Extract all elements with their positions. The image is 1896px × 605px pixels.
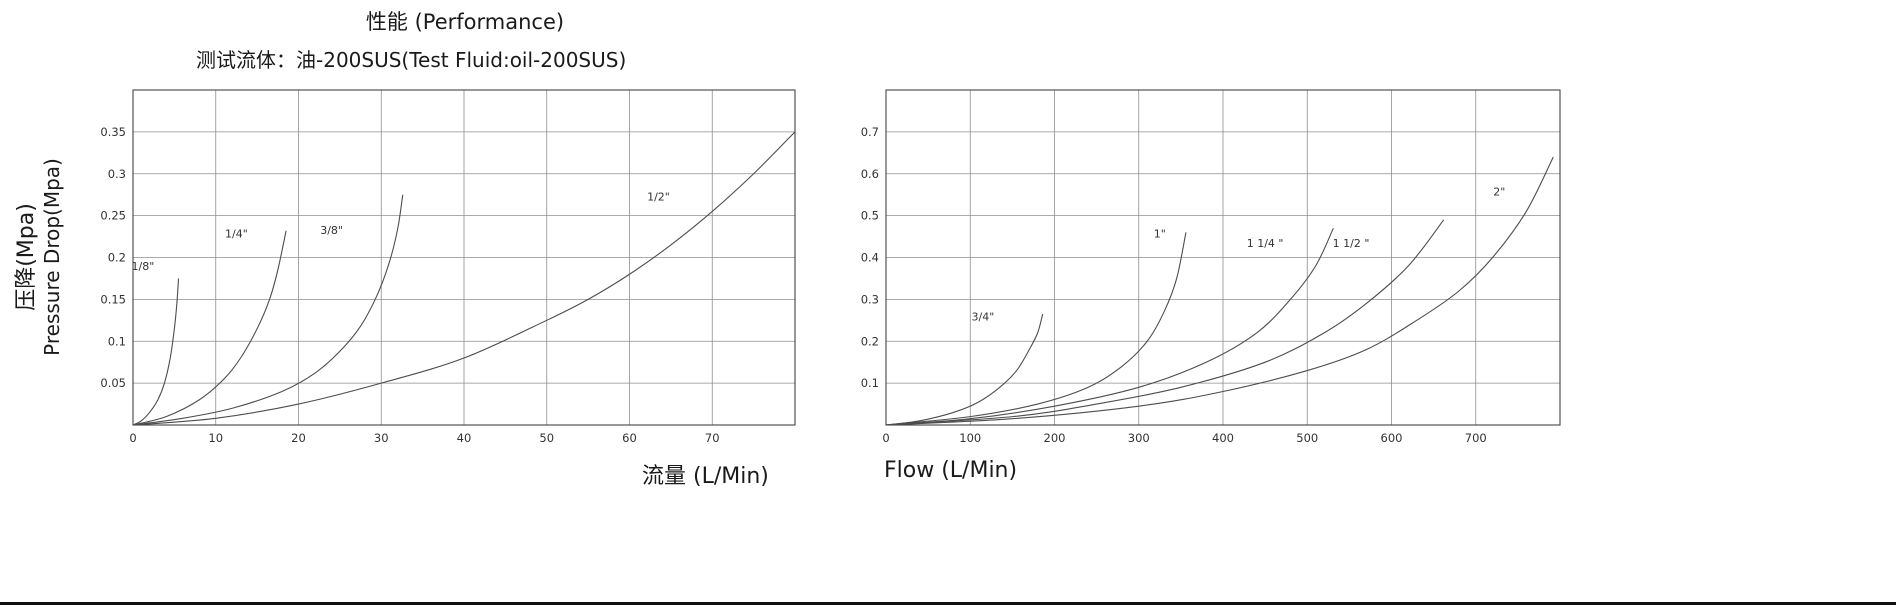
x-tick-label: 600 — [1381, 431, 1403, 445]
x-axis-label-en: Flow (L/Min) — [884, 458, 1018, 483]
x-tick-label: 100 — [959, 431, 981, 445]
series-label: 1 1/2 " — [1333, 237, 1370, 250]
x-tick-label: 70 — [705, 431, 720, 445]
x-tick-label: 20 — [291, 431, 306, 445]
y-tick-label: 0.05 — [100, 376, 126, 390]
series-label: 1 1/4 " — [1247, 237, 1284, 250]
series-label: 1/4" — [225, 227, 248, 240]
x-tick-label: 400 — [1212, 431, 1234, 445]
x-tick-label: 60 — [622, 431, 637, 445]
series-label: 1" — [1154, 227, 1166, 240]
series-label: 2" — [1493, 186, 1505, 199]
y-axis-label-en: Pressure Drop(Mpa) — [40, 157, 64, 356]
series-curve-114 — [885, 227, 1334, 426]
x-tick-label: 0 — [882, 431, 889, 445]
y-tick-label: 0.35 — [100, 125, 126, 139]
pressure-drop-chart-small-sizes: 0 10 20 30 40 50 60 70 0.05 0.1 0.15 0.2 0.25 0.3 0.35… — [100, 89, 796, 445]
x-tick-label: 30 — [374, 431, 389, 445]
x-tick-label: 0 — [129, 431, 136, 445]
y-axis-label-cn: 压降(Mpa) — [14, 202, 39, 311]
x-tick-label: 200 — [1044, 431, 1066, 445]
x-tick-label: 300 — [1128, 431, 1150, 445]
x-tick-label: 500 — [1296, 431, 1318, 445]
y-tick-label: 0.15 — [100, 292, 126, 306]
series-label: 1/8" — [132, 260, 155, 273]
y-tick-label: 0.6 — [861, 167, 879, 181]
series-curve-12 — [132, 131, 796, 426]
series-curve-1 — [885, 232, 1187, 426]
y-tick-label: 0.3 — [108, 167, 126, 181]
series-curve-2 — [885, 156, 1554, 426]
y-axis-label-group: 压降(Mpa) Pressure Drop(Mpa) — [0, 88, 74, 425]
figure-subtitle: 测试流体：油-200SUS(Test Fluid:oil-200SUS) — [196, 48, 627, 72]
y-tick-label: 0.4 — [861, 251, 879, 265]
series-curve-112 — [885, 219, 1445, 426]
x-tick-label: 700 — [1465, 431, 1487, 445]
plot-border — [885, 89, 1561, 426]
series-label: 3/8" — [320, 224, 343, 237]
y-tick-label: 0.2 — [861, 334, 879, 348]
plot-border — [132, 89, 796, 426]
page-bottom-rule — [0, 602, 1896, 605]
x-tick-label: 10 — [208, 431, 223, 445]
figure-title: 性能 (Performance) — [365, 10, 565, 34]
series-curve-14 — [132, 230, 287, 426]
series-label: 3/4" — [972, 310, 995, 323]
x-tick-label: 40 — [457, 431, 472, 445]
series-curve-18 — [132, 278, 180, 426]
series-curve-38 — [132, 194, 404, 426]
y-tick-label: 0.25 — [100, 209, 126, 223]
y-tick-label: 0.3 — [861, 292, 879, 306]
y-tick-label: 0.7 — [861, 125, 879, 139]
series-curve-34 — [885, 313, 1044, 426]
y-tick-label: 0.1 — [108, 334, 126, 348]
x-tick-label: 50 — [539, 431, 554, 445]
y-tick-label: 0.1 — [861, 376, 879, 390]
y-tick-label: 0.2 — [108, 251, 126, 265]
x-axis-label-cn: 流量 (L/Min) — [642, 464, 769, 489]
series-label: 1/2" — [647, 191, 670, 204]
pressure-drop-chart-large-sizes: 0 100 200 300 400 500 600 700 0.1 0.2 0.3 0.4 0.5 0.6… — [861, 89, 1561, 445]
y-tick-label: 0.5 — [861, 209, 879, 223]
